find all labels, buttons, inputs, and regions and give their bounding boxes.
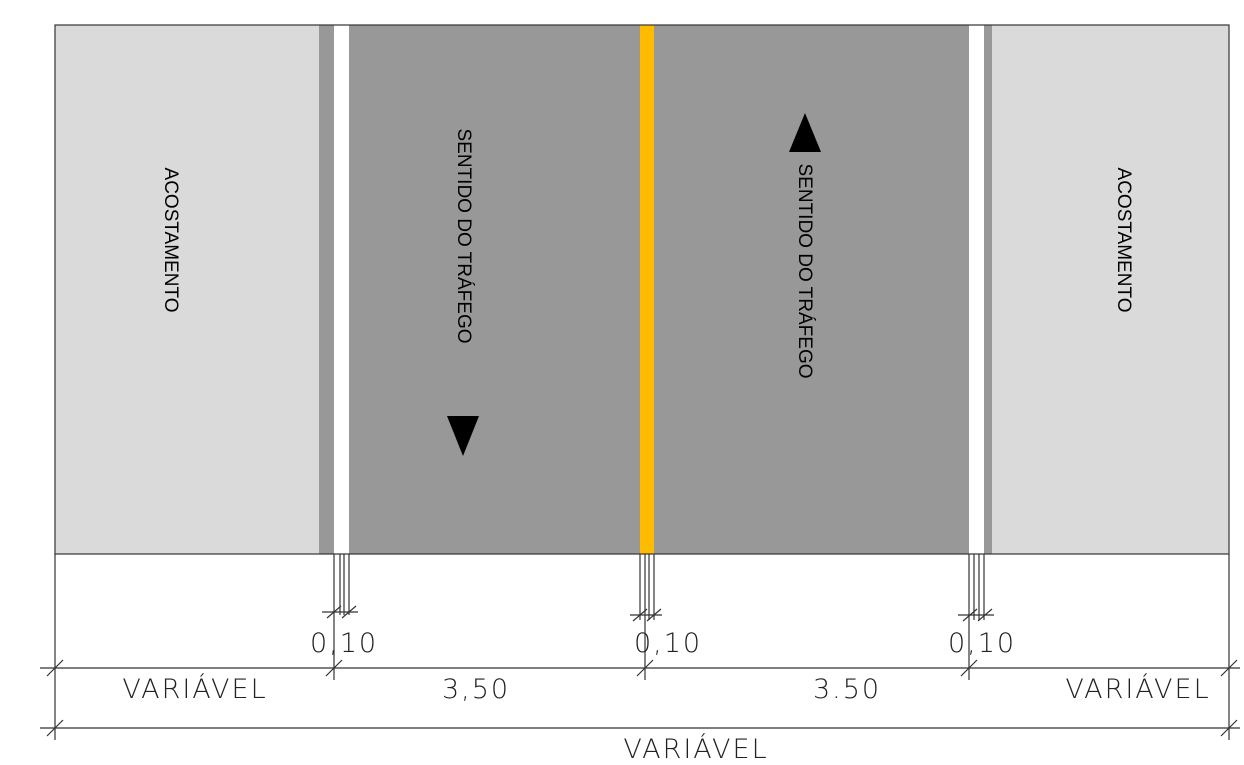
shoulder-right-label: ACOSTAMENTO bbox=[1113, 168, 1134, 313]
center-line bbox=[640, 25, 654, 554]
segment-dimension-line bbox=[40, 659, 1240, 677]
shoulder-right bbox=[992, 25, 1229, 554]
dim-lane-left-label: 3,50 bbox=[442, 674, 510, 705]
extension-lines bbox=[54, 554, 1230, 740]
lane-left-label: SENTIDO DO TRÁFEGO bbox=[453, 128, 474, 343]
line-width-dimensions bbox=[322, 605, 994, 622]
dim-shoulder-left-label: VARIÁVEL bbox=[122, 673, 267, 705]
dim-lane-right-label: 3.50 bbox=[813, 674, 881, 705]
dim-shoulder-right-label: VARIÁVEL bbox=[1065, 673, 1210, 705]
shoulder-left bbox=[55, 25, 319, 554]
arrow-up-icon bbox=[789, 113, 821, 152]
arrow-down-icon bbox=[447, 416, 479, 456]
lane-right-label: SENTIDO DO TRÁFEGO bbox=[794, 163, 815, 378]
road-outline bbox=[54, 24, 1230, 555]
road-surface bbox=[54, 24, 1230, 555]
shoulder-left-label: ACOSTAMENTO bbox=[160, 168, 181, 313]
edge-line-right bbox=[969, 25, 984, 554]
dim-line-center-label: 0,10 bbox=[634, 628, 702, 659]
dim-total-label: VARIÁVEL bbox=[623, 733, 768, 765]
dim-line-left-label: 0,10 bbox=[310, 628, 378, 659]
lane-area bbox=[319, 25, 992, 554]
edge-line-left bbox=[334, 25, 349, 554]
total-dimension-line bbox=[40, 719, 1240, 737]
dim-line-right-label: 0,10 bbox=[948, 628, 1016, 659]
